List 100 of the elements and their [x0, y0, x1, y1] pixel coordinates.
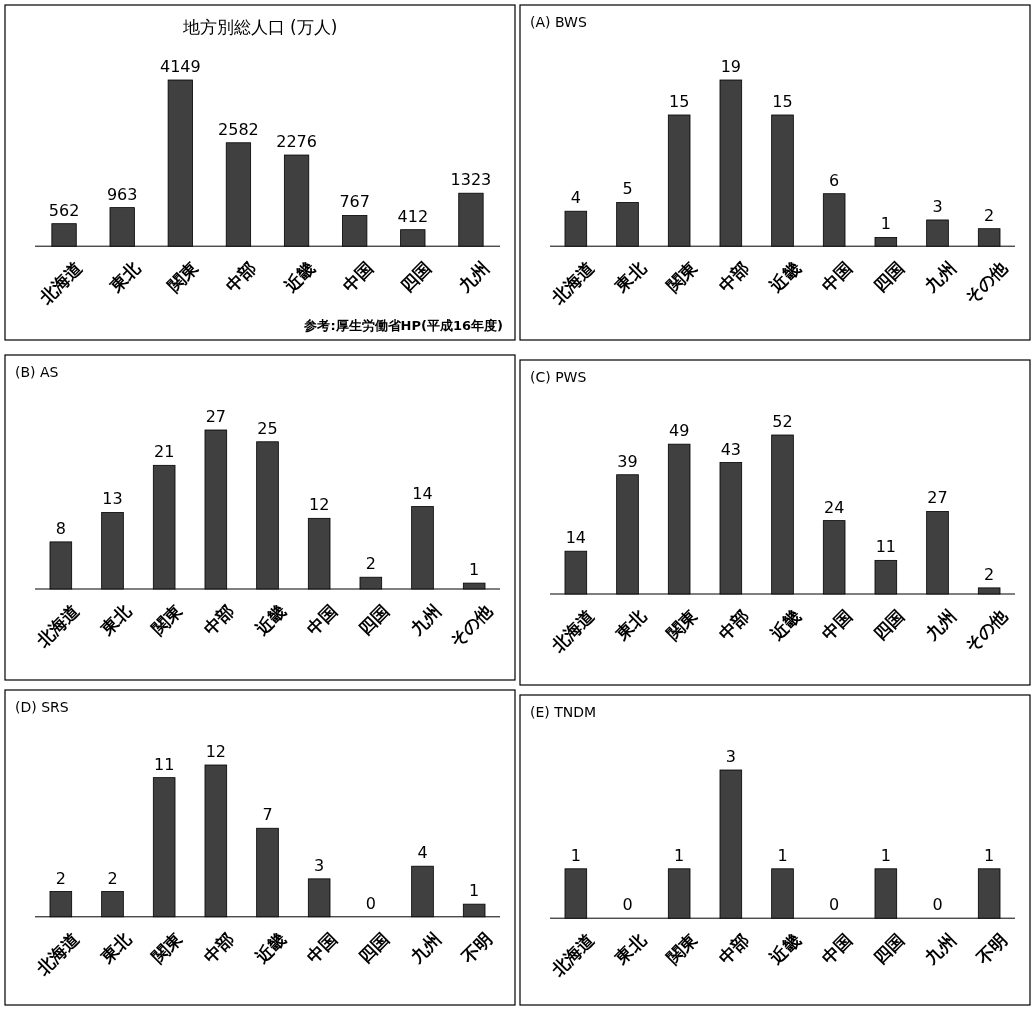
data-label: 8 — [55, 518, 66, 538]
data-label: 12 — [308, 495, 330, 515]
data-label: 1 — [984, 845, 995, 865]
data-label: 14 — [412, 483, 433, 503]
data-label: 1 — [570, 845, 581, 865]
x-tick-label: 不明 — [457, 928, 497, 968]
data-label: 2276 — [276, 132, 317, 152]
x-tick-label: 九州 — [405, 928, 445, 968]
data-label: 2 — [984, 205, 995, 225]
data-label: 52 — [772, 412, 793, 431]
x-tick-label: 関東 — [164, 257, 203, 297]
data-label: 3 — [932, 196, 943, 216]
data-label: 2 — [984, 564, 995, 584]
text: 参考:厚生労働省HP(平成16年度) — [303, 318, 503, 333]
data-label: 24 — [823, 497, 845, 517]
x-tick-label: 関東 — [147, 600, 187, 639]
chart-title: (E) TNDM — [530, 704, 597, 720]
data-label: 0 — [829, 895, 840, 915]
data-label: 25 — [257, 418, 278, 438]
x-tick-label: 中国 — [302, 928, 342, 967]
x-tick-label: 東北 — [610, 605, 651, 645]
x-tick-label: 四国 — [396, 257, 435, 297]
x-tick-label: 近畿 — [250, 928, 290, 968]
data-label: 15 — [668, 91, 690, 111]
data-label: 1 — [777, 845, 788, 865]
chart-title: 地方別総人口 (万人) — [181, 17, 338, 37]
data-label: 0 — [932, 895, 943, 915]
x-tick-label: 四国 — [869, 605, 908, 644]
x-tick-label: 四国 — [869, 929, 908, 969]
x-tick-label: 関東 — [662, 929, 702, 969]
data-label: 412 — [397, 206, 429, 226]
data-label: 2 — [365, 554, 376, 574]
x-tick-label: 中国 — [817, 605, 857, 644]
x-tick-label: その他 — [445, 600, 497, 651]
x-tick-label: 中国 — [817, 929, 857, 969]
x-tick-label: 近畿 — [279, 257, 319, 297]
data-label: 3 — [314, 855, 325, 875]
data-label: 7 — [262, 805, 273, 825]
data-label: 13 — [102, 489, 123, 509]
x-tick-label: 四国 — [354, 600, 393, 639]
x-tick-label: 関東 — [147, 927, 187, 967]
x-tick-label: 中国 — [338, 257, 377, 297]
data-label: 6 — [829, 170, 840, 190]
x-tick-label: 北海道 — [546, 605, 598, 657]
x-tick-label: 中部 — [714, 605, 753, 644]
data-label: 1 — [880, 845, 891, 865]
x-tick-label: 中部 — [714, 929, 753, 969]
x-tick-label: 九州 — [920, 605, 960, 645]
x-tick-label: 中部 — [199, 600, 238, 639]
x-tick-label: 北海道 — [31, 600, 83, 652]
data-label: 1 — [674, 845, 685, 865]
x-tick-label: 近畿 — [250, 600, 290, 640]
x-tick-label: 九州 — [920, 257, 960, 297]
data-label: 1 — [469, 881, 480, 901]
data-label: 11 — [875, 537, 897, 557]
data-label: 3 — [725, 747, 736, 766]
data-label: 15 — [772, 91, 793, 111]
data-label: 1323 — [450, 170, 492, 190]
data-label: 1 — [469, 560, 480, 580]
data-label: 2582 — [218, 119, 259, 139]
x-tick-label: 北海道 — [546, 929, 598, 981]
x-tick-label: 九州 — [453, 257, 493, 297]
x-tick-label: その他 — [960, 605, 1012, 656]
data-label: 562 — [48, 200, 80, 220]
x-tick-label: 東北 — [610, 929, 651, 969]
x-tick-label: 東北 — [610, 257, 651, 297]
data-label: 0 — [622, 895, 633, 915]
x-tick-label: 中国 — [302, 600, 342, 639]
x-tick-label: 九州 — [405, 600, 445, 640]
x-tick-label: 近畿 — [765, 929, 805, 969]
data-label: 4 — [570, 188, 581, 208]
data-label: 767 — [339, 192, 370, 212]
chart-title: (C) PWS — [530, 369, 587, 385]
data-label: 4 — [417, 843, 428, 863]
data-label: 21 — [153, 442, 175, 462]
data-label: 19 — [720, 57, 742, 76]
x-tick-label: 北海道 — [35, 257, 86, 309]
x-tick-label: 中部 — [199, 928, 238, 967]
x-tick-label: 中部 — [222, 257, 261, 297]
x-tick-label: 中部 — [714, 257, 753, 297]
x-tick-label: 不明 — [972, 929, 1012, 969]
data-label: 0 — [365, 893, 376, 913]
data-label: 1 — [880, 214, 891, 234]
data-label: 43 — [720, 439, 742, 459]
data-label: 27 — [927, 488, 948, 508]
x-tick-label: 東北 — [105, 257, 145, 297]
chart-title: (D) SRS — [15, 699, 69, 715]
chart-title: (B) AS — [15, 364, 59, 380]
data-label: 2 — [107, 868, 118, 888]
data-label: 963 — [106, 184, 138, 204]
data-label: 2 — [55, 868, 66, 888]
data-label: 39 — [617, 451, 638, 471]
x-tick-label: 東北 — [95, 927, 136, 968]
data-label: 5 — [622, 179, 633, 199]
x-tick-label: 中国 — [817, 257, 857, 297]
x-tick-label: 九州 — [920, 929, 960, 969]
x-tick-label: 四国 — [354, 928, 393, 967]
data-label: 27 — [205, 407, 227, 426]
data-label: 14 — [565, 528, 587, 548]
x-tick-label: 関東 — [662, 257, 702, 297]
